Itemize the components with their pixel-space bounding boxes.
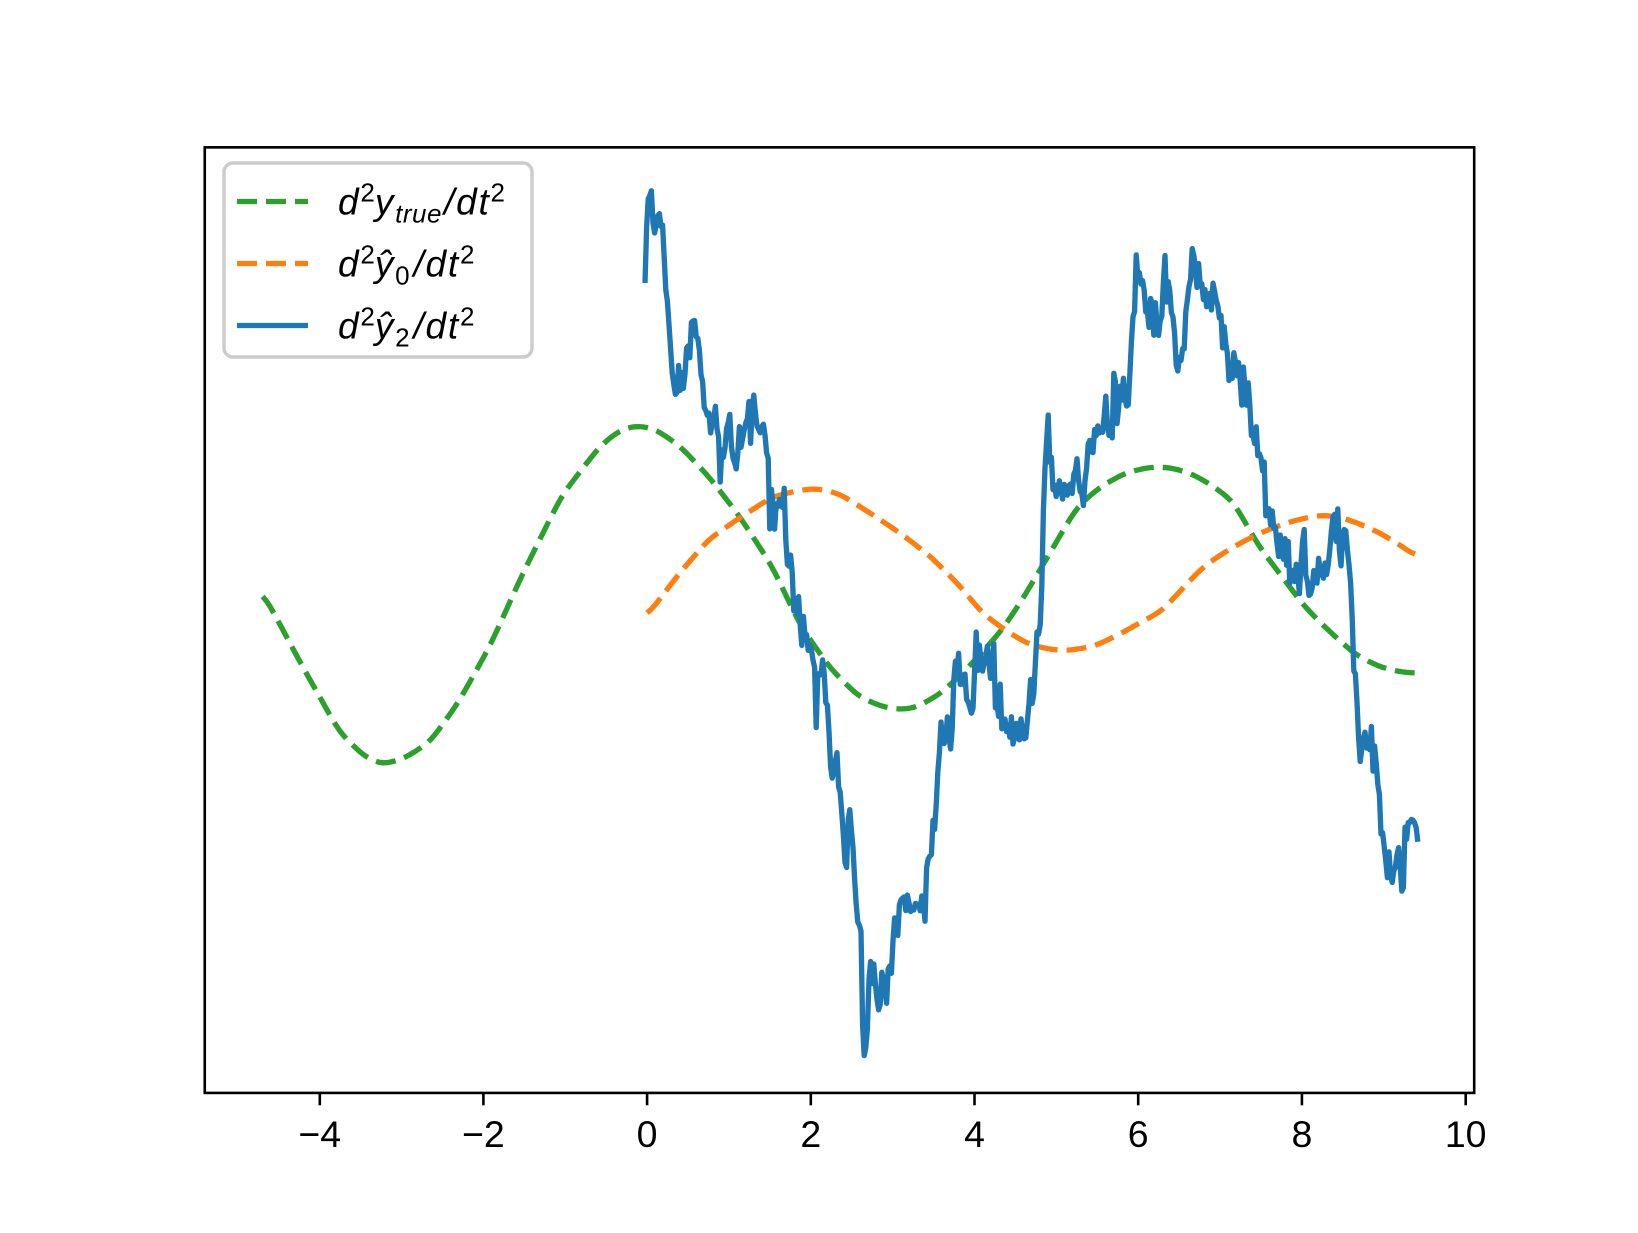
svg-text:8: 8 xyxy=(1291,1113,1312,1155)
svg-text:4: 4 xyxy=(964,1113,985,1155)
svg-text:0: 0 xyxy=(637,1113,658,1155)
svg-text:−4: −4 xyxy=(298,1113,341,1155)
svg-text:6: 6 xyxy=(1128,1113,1149,1155)
svg-text:−2: −2 xyxy=(462,1113,505,1155)
svg-text:10: 10 xyxy=(1445,1113,1487,1155)
svg-text:2: 2 xyxy=(800,1113,821,1155)
